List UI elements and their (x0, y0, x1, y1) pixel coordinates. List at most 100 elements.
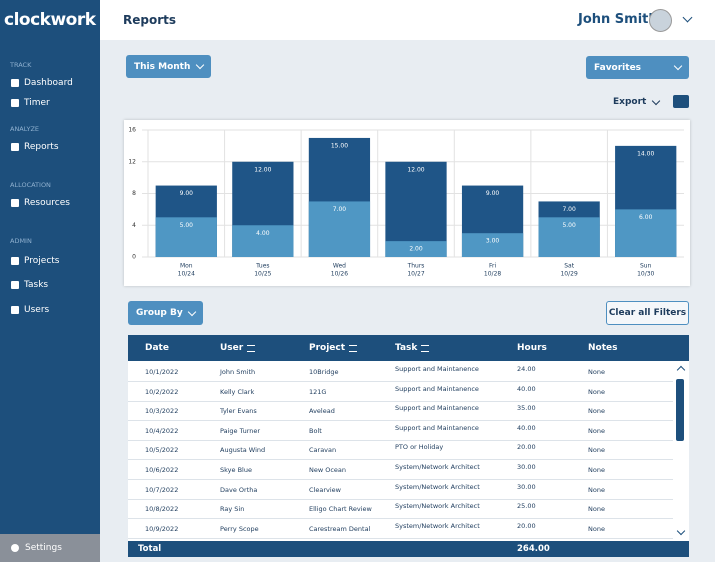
filter-icon (247, 344, 256, 352)
x-tick-date: 10/27 (407, 271, 424, 278)
x-tick-date: 10/24 (178, 271, 195, 278)
x-tick-label: Tues (255, 263, 269, 270)
nav-item[interactable]: Reports (11, 142, 59, 152)
y-tick-label: 16 (128, 127, 136, 134)
x-tick-date: 10/26 (331, 271, 348, 278)
value-label: 12.00 (407, 166, 424, 173)
nav-icon (11, 99, 19, 107)
table-cell: None (588, 387, 605, 396)
favorites-dropdown[interactable]: Favorites (586, 56, 689, 79)
y-tick-label: 0 (132, 254, 136, 261)
table-header (128, 335, 689, 361)
table-cell: Elligo Chart Review (309, 505, 372, 514)
table-row[interactable]: 10/4/2022 Paige Turner Bolt Support and Mai… (128, 421, 673, 441)
scroll-up[interactable] (676, 365, 686, 375)
avatar[interactable] (649, 9, 672, 32)
y-tick-label: 12 (128, 158, 136, 165)
scroll-down[interactable] (676, 526, 686, 536)
table-cell: 10Bridge (309, 368, 339, 376)
value-label: 2.00 (409, 246, 423, 253)
period-label: This Month (134, 61, 191, 72)
table-row[interactable]: 10/3/2022 Tyler Evans Avelead Support and M… (128, 401, 673, 422)
nav-item[interactable]: Timer (11, 98, 50, 108)
table-row[interactable]: 10/8/2022 Ray Sin Elligo Chart Review Syste… (128, 499, 673, 520)
column-header[interactable]: Hours (517, 343, 547, 353)
table-cell: 25.00 (517, 502, 536, 511)
nav-item[interactable]: Tasks (11, 280, 48, 290)
value-label: 6.00 (639, 214, 653, 221)
filter-icon (421, 344, 430, 352)
nav-section-heading: TRACK (10, 61, 32, 69)
export-button[interactable]: Export (613, 96, 661, 107)
column-header[interactable]: Project (309, 343, 358, 353)
bar (615, 209, 677, 257)
table-cell: Perry Scope (220, 524, 259, 533)
bar (538, 217, 600, 257)
table-cell: Support and Maintanence (395, 384, 479, 393)
chart-card: 0 4 8 12 16 9.00 5.00 Mon 10/24 12.00 4.00 Tues 10/2… (124, 120, 690, 286)
chart: 04812169.005.00Mon10/2412.004.00Tues10/2… (128, 127, 684, 278)
settings-button[interactable]: Settings (0, 534, 100, 562)
chevron (652, 96, 661, 105)
settings-icon (11, 544, 19, 552)
table-cell: Dave Ortha (220, 485, 258, 494)
y-tick-label: 8 (132, 190, 136, 197)
column-header[interactable]: Task (395, 343, 430, 353)
user-menu-chevron[interactable] (682, 12, 693, 23)
table-row[interactable]: 10/9/2022 Perry Scope Carestream Dental Sys… (128, 519, 673, 539)
logo[interactable]: clockwork (4, 10, 96, 30)
table-cell: System/Network Architect (395, 502, 480, 511)
period-dropdown[interactable]: This Month (126, 55, 211, 78)
table-cell: None (588, 446, 605, 455)
table-cell: 10/8/2022 (145, 505, 179, 514)
table-cell: New Ocean (309, 466, 347, 474)
settings-label: Settings (25, 543, 62, 553)
table-cell: PTO or Holiday (395, 443, 444, 452)
top-bar: Reports John Smith (100, 0, 715, 40)
nav-item[interactable]: Resources (11, 198, 70, 208)
total-value: 264.00 (517, 544, 550, 554)
x-tick-date: 10/25 (254, 271, 271, 278)
print-button[interactable] (673, 95, 689, 108)
x-tick-label: Sun (640, 263, 652, 270)
chevron (673, 61, 683, 71)
table-cell: System/Network Architect (395, 521, 480, 530)
x-tick-label: Fri (489, 263, 496, 270)
nav-icon (11, 79, 19, 87)
table-cell: Avelead (309, 407, 335, 416)
user-name[interactable]: John Smith (578, 12, 658, 27)
nav-label: Users (24, 305, 50, 315)
column-header[interactable]: Notes (588, 343, 617, 353)
table-row[interactable]: 10/1/2022 John Smith 10Bridge Support and M… (128, 362, 673, 382)
x-tick-date: 10/28 (484, 271, 501, 278)
scrollbar-thumb[interactable] (676, 379, 684, 441)
table-cell: 30.00 (517, 463, 536, 471)
y-tick-label: 4 (132, 222, 136, 229)
table-row[interactable]: 10/6/2022 Skye Blue New Ocean System/Networ… (128, 460, 673, 480)
table-cell: 10/5/2022 (145, 446, 179, 455)
nav-label: Projects (24, 256, 60, 266)
nav-item[interactable]: Users (11, 305, 49, 315)
table-cell: 10/1/2022 (145, 368, 179, 376)
table-row[interactable]: 10/2/2022 Kelly Clark 121G Support and Main… (128, 382, 673, 402)
table-cell: Paige Turner (220, 426, 261, 435)
x-tick-label: Sat (564, 263, 574, 270)
column-header[interactable]: User (220, 343, 256, 353)
table-row[interactable]: 10/5/2022 Augusta Wind Caravan PTO or Holid… (128, 440, 673, 461)
table-cell: Clearview (309, 485, 341, 494)
nav-label: Tasks (24, 280, 49, 290)
nav-item[interactable]: Dashboard (11, 78, 73, 88)
value-label: 7.00 (562, 206, 576, 213)
group-by-dropdown[interactable]: Group By (128, 301, 203, 325)
table-cell: None (588, 426, 605, 435)
table-row[interactable]: 10/7/2022 Dave Ortha Clearview System/Netwo… (128, 480, 673, 500)
table-cell: John Smith (220, 368, 256, 376)
bar (155, 217, 217, 257)
nav-label: Timer (24, 98, 50, 108)
nav-icon (11, 257, 19, 265)
chevron (187, 307, 197, 316)
clear-filters-button[interactable]: Clear all Filters (606, 301, 689, 325)
column-header[interactable]: Date (145, 343, 169, 353)
nav-item[interactable]: Projects (11, 256, 59, 266)
